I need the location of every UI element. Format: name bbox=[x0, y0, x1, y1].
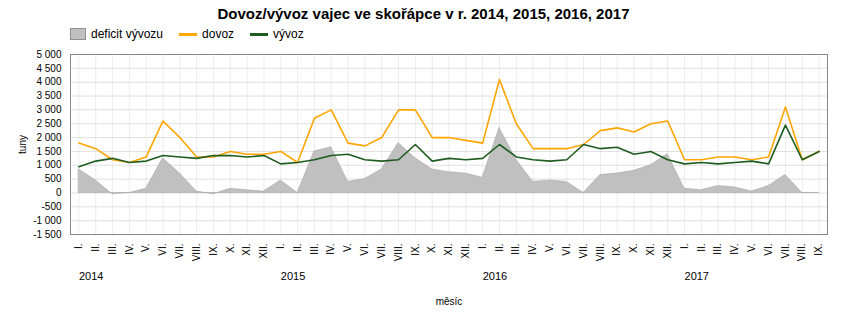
svg-text:VI.: VI. bbox=[561, 244, 572, 256]
svg-text:4 000: 4 000 bbox=[36, 76, 61, 87]
svg-text:3 500: 3 500 bbox=[36, 90, 61, 101]
svg-text:III.: III. bbox=[107, 244, 118, 255]
svg-text:XI.: XI. bbox=[443, 244, 454, 256]
svg-text:IV.: IV. bbox=[124, 244, 135, 255]
svg-text:II.: II. bbox=[494, 244, 505, 252]
svg-text:IX.: IX. bbox=[611, 244, 622, 256]
svg-text:2014: 2014 bbox=[79, 270, 103, 282]
svg-text:VII.: VII. bbox=[780, 244, 791, 259]
svg-text:IV.: IV. bbox=[729, 244, 740, 255]
svg-text:II.: II. bbox=[292, 244, 303, 252]
svg-text:III.: III. bbox=[510, 244, 521, 255]
svg-text:VIII.: VIII. bbox=[191, 244, 202, 262]
svg-text:3 000: 3 000 bbox=[36, 104, 61, 115]
svg-text:IX.: IX. bbox=[813, 244, 824, 256]
svg-text:měsíc: měsíc bbox=[436, 296, 463, 307]
svg-text:VII.: VII. bbox=[174, 244, 185, 259]
svg-text:X.: X. bbox=[628, 244, 639, 253]
svg-text:IV.: IV. bbox=[325, 244, 336, 255]
svg-text:II.: II. bbox=[696, 244, 707, 252]
svg-text:II.: II. bbox=[90, 244, 101, 252]
svg-text:III.: III. bbox=[309, 244, 320, 255]
svg-text:VI.: VI. bbox=[359, 244, 370, 256]
svg-text:XI.: XI. bbox=[241, 244, 252, 256]
svg-text:IX.: IX. bbox=[208, 244, 219, 256]
svg-text:VIII.: VIII. bbox=[796, 244, 807, 262]
svg-text:V.: V. bbox=[342, 244, 353, 253]
svg-text:-1 000: -1 000 bbox=[33, 215, 62, 226]
svg-text:VII.: VII. bbox=[578, 244, 589, 259]
svg-text:VII.: VII. bbox=[376, 244, 387, 259]
svg-text:2 500: 2 500 bbox=[36, 118, 61, 129]
html-text:Dovoz/vývoz vajec ve skořápce: Dovoz/vývoz vajec ve skořápce v r. 2014,… bbox=[217, 5, 630, 22]
svg-text:XII.: XII. bbox=[662, 244, 673, 259]
svg-text:X.: X. bbox=[225, 244, 236, 253]
svg-text:IX.: IX. bbox=[410, 244, 421, 256]
svg-text:VI.: VI. bbox=[157, 244, 168, 256]
svg-text:1 500: 1 500 bbox=[36, 146, 61, 157]
svg-text:V.: V. bbox=[544, 244, 555, 253]
svg-text:VIII.: VIII. bbox=[393, 244, 404, 262]
svg-text:5 000: 5 000 bbox=[36, 49, 61, 60]
svg-text:2015: 2015 bbox=[281, 270, 305, 282]
svg-text:1 000: 1 000 bbox=[36, 159, 61, 170]
svg-text:XII.: XII. bbox=[258, 244, 269, 259]
html-text:vývoz: vývoz bbox=[273, 27, 304, 41]
svg-text:V.: V. bbox=[746, 244, 757, 253]
svg-text:III.: III. bbox=[712, 244, 723, 255]
svg-text:0: 0 bbox=[56, 187, 62, 198]
svg-text:I.: I. bbox=[73, 244, 84, 250]
svg-text:-500: -500 bbox=[41, 201, 61, 212]
svg-text:2 000: 2 000 bbox=[36, 132, 61, 143]
svg-text:IV.: IV. bbox=[527, 244, 538, 255]
svg-text:4 500: 4 500 bbox=[36, 63, 61, 74]
svg-text:2016: 2016 bbox=[483, 270, 507, 282]
html-text:dovoz: dovoz bbox=[202, 27, 235, 41]
svg-text:500: 500 bbox=[45, 173, 62, 184]
svg-text:-1 500: -1 500 bbox=[33, 229, 62, 240]
svg-text:2017: 2017 bbox=[685, 270, 709, 282]
svg-text:XII.: XII. bbox=[460, 244, 471, 259]
html-text:deficit vývozu: deficit vývozu bbox=[91, 27, 163, 41]
svg-text:VIII.: VIII. bbox=[595, 244, 606, 262]
svg-text:X.: X. bbox=[426, 244, 437, 253]
svg-text:VI.: VI. bbox=[763, 244, 774, 256]
svg-text:tuny: tuny bbox=[17, 135, 28, 154]
svg-text:I.: I. bbox=[477, 244, 488, 250]
svg-text:I.: I. bbox=[275, 244, 286, 250]
svg-text:V.: V. bbox=[140, 244, 151, 253]
svg-text:XI.: XI. bbox=[645, 244, 656, 256]
svg-text:I.: I. bbox=[679, 244, 690, 250]
